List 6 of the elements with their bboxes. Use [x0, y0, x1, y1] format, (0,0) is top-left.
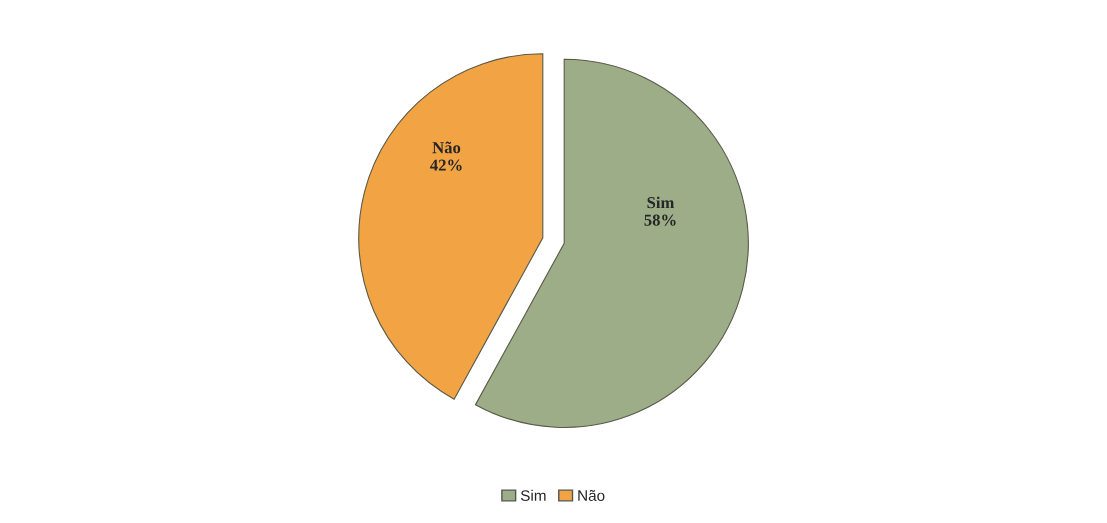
- slice-label: Não: [432, 141, 461, 154]
- data-label: 42%: [430, 159, 462, 171]
- slice-label: Sim: [647, 196, 675, 209]
- legend-label: Sim: [520, 489, 546, 501]
- legend-label: Não: [578, 489, 605, 501]
- data-label: 58%: [644, 214, 676, 226]
